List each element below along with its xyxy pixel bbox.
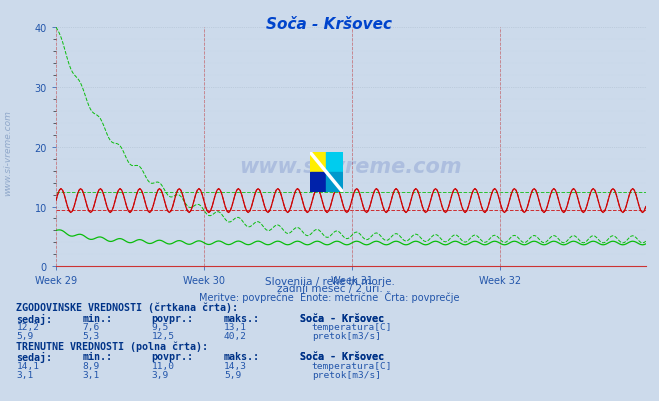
Text: www.si-vreme.com: www.si-vreme.com [240, 156, 462, 176]
Text: pretok[m3/s]: pretok[m3/s] [312, 370, 381, 379]
Bar [326, 152, 343, 172]
Text: Soča - Kršovec: Soča - Kršovec [300, 351, 384, 361]
Text: sedaj:: sedaj: [16, 351, 53, 362]
Text: Soča - Kršovec: Soča - Kršovec [300, 351, 384, 361]
Text: Soča - Kršovec: Soča - Kršovec [266, 17, 393, 32]
Text: min.:: min.: [82, 351, 113, 361]
Text: temperatura[C]: temperatura[C] [312, 322, 392, 331]
Bar [310, 152, 326, 172]
Text: povpr.:: povpr.: [152, 313, 194, 323]
Bar [326, 172, 343, 192]
Text: 8,9: 8,9 [82, 361, 100, 370]
Text: Meritve: povprečne  Enote: metrične  Črta: povprečje: Meritve: povprečne Enote: metrične Črta:… [199, 291, 460, 303]
Text: ZGODOVINSKE VREDNOSTI (črtkana črta):: ZGODOVINSKE VREDNOSTI (črtkana črta): [16, 302, 239, 312]
Text: pretok[m3/s]: pretok[m3/s] [312, 331, 381, 340]
Text: 3,9: 3,9 [152, 370, 169, 379]
Text: zadnji mesec / 2 uri.: zadnji mesec / 2 uri. [277, 284, 382, 294]
Text: 11,0: 11,0 [152, 361, 175, 370]
Text: 5,9: 5,9 [224, 370, 241, 379]
Text: 12,2: 12,2 [16, 322, 40, 331]
Text: Slovenija / reke in morje.: Slovenija / reke in morje. [264, 277, 395, 287]
Text: www.si-vreme.com: www.si-vreme.com [3, 109, 13, 195]
Text: maks.:: maks.: [224, 351, 260, 361]
Text: 14,3: 14,3 [224, 361, 247, 370]
Text: 40,2: 40,2 [224, 331, 247, 340]
Text: 12,5: 12,5 [152, 331, 175, 340]
Text: min.:: min.: [82, 313, 113, 323]
Text: TRENUTNE VREDNOSTI (polna črta):: TRENUTNE VREDNOSTI (polna črta): [16, 341, 208, 351]
Text: 5,3: 5,3 [82, 331, 100, 340]
Text: Soča - Kršovec: Soča - Kršovec [300, 313, 384, 323]
Text: maks.:: maks.: [224, 313, 260, 323]
Text: 3,1: 3,1 [16, 370, 34, 379]
Text: Soča - Kršovec: Soča - Kršovec [300, 313, 384, 323]
Text: 5,9: 5,9 [16, 331, 34, 340]
Text: 7,6: 7,6 [82, 322, 100, 331]
Text: 3,1: 3,1 [82, 370, 100, 379]
Text: 9,5: 9,5 [152, 322, 169, 331]
Text: sedaj:: sedaj: [16, 313, 53, 324]
Text: 13,1: 13,1 [224, 322, 247, 331]
Text: 14,1: 14,1 [16, 361, 40, 370]
Bar [310, 172, 326, 192]
Text: temperatura[C]: temperatura[C] [312, 361, 392, 370]
Text: povpr.:: povpr.: [152, 351, 194, 361]
